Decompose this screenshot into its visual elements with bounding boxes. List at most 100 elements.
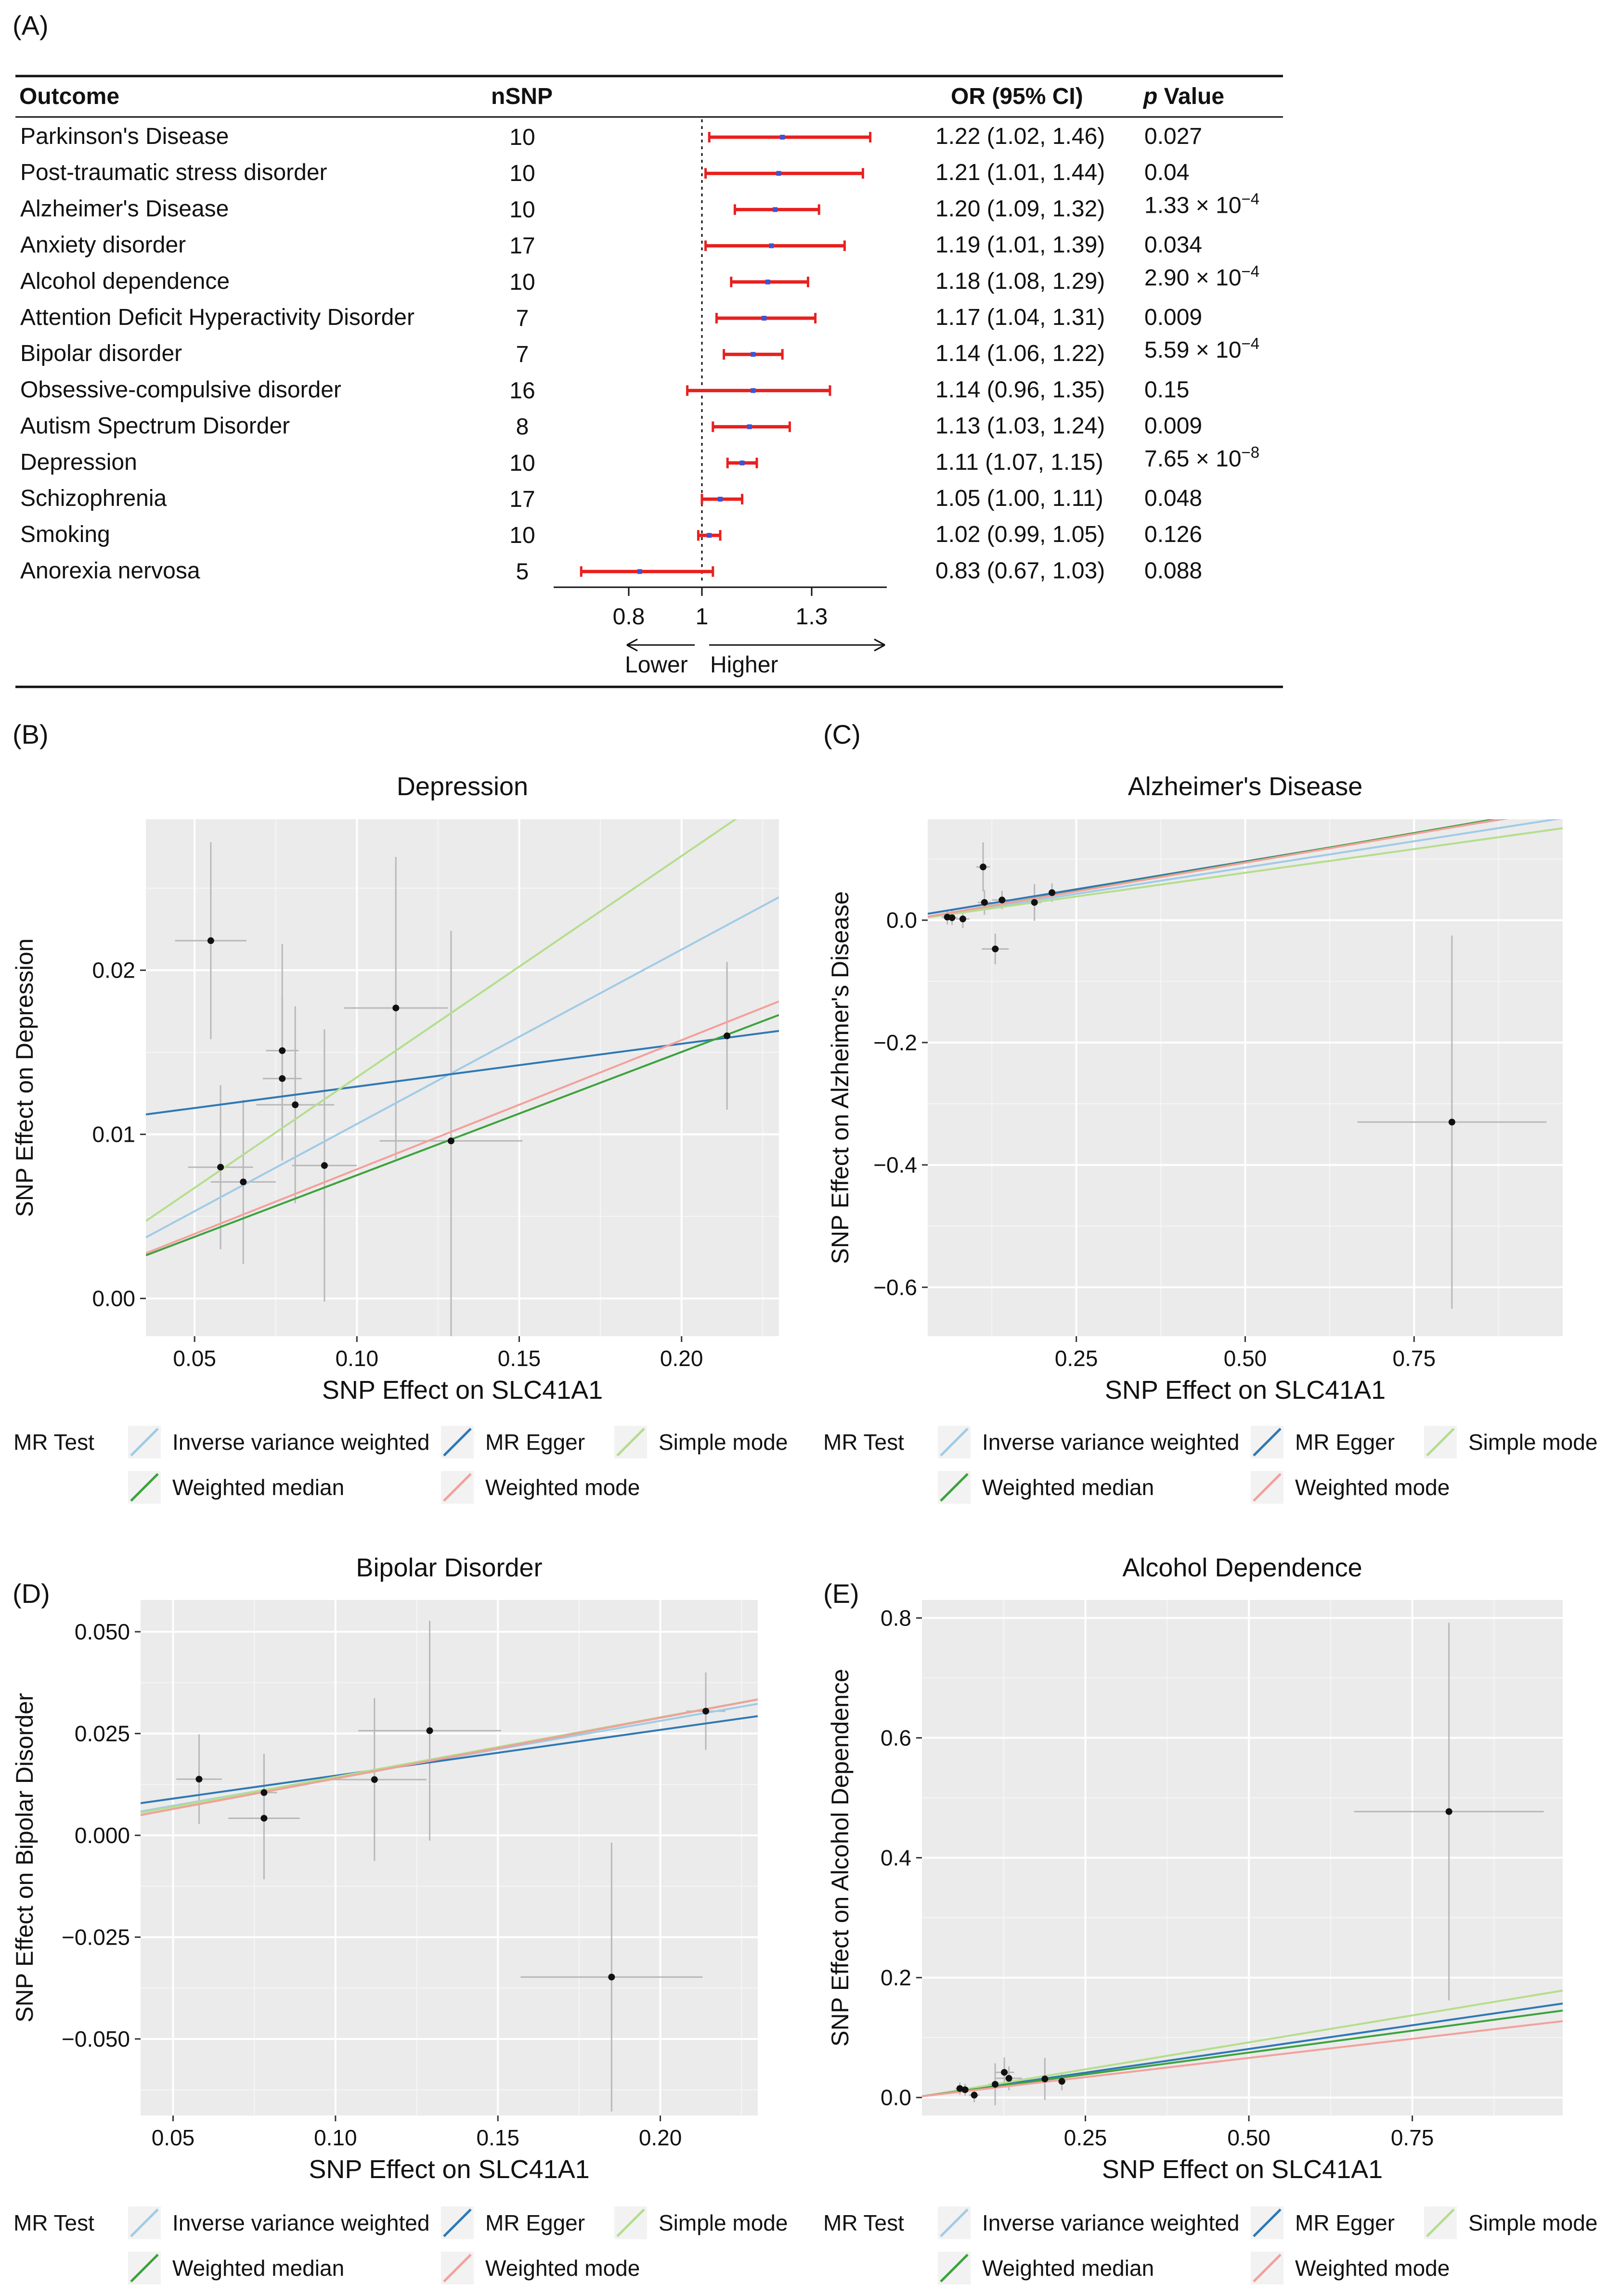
panel-label: (E) [823,1578,859,1609]
legend-label: Inverse variance weighted [172,2210,429,2235]
x-tick-label: 0.50 [1227,2125,1270,2150]
legend-title: MR Test [13,1430,94,1455]
data-point [279,1075,286,1082]
y-tick-label: 0.00 [92,1286,135,1311]
legend-label: MR Egger [485,2210,585,2235]
arrow-higher-head [874,638,885,652]
y-tick-label: 0.02 [92,958,135,983]
or-ci-value: 1.13 (1.03, 1.24) [935,413,1105,439]
x-tick-label: 0.75 [1393,1346,1436,1371]
data-point [207,937,214,944]
p-value: 0.009 [1144,305,1202,330]
nsnp-value: 10 [509,161,535,186]
data-point [948,914,956,921]
regression-line [922,1989,1563,2098]
regression-line [922,2009,1563,2098]
x-tick-label: 0.10 [314,2125,357,2150]
legend-key-line [1253,1428,1282,1457]
data-point [608,1974,615,1981]
p-value: 0.048 [1144,486,1202,511]
outcome-label: Bipolar disorder [20,341,182,366]
p-value-exponent: −8 [1242,443,1260,461]
or-point [747,424,752,429]
legend-label: Inverse variance weighted [172,1430,429,1455]
legend-label: Weighted mode [485,2256,640,2281]
legend-title: MR Test [13,2210,94,2235]
x-tick-label: 0.15 [498,1346,541,1371]
nsnp-value: 10 [509,125,535,150]
y-tick-label: −0.4 [873,1152,917,1177]
p-value-exponent: −4 [1242,335,1260,352]
y-tick-label: 0.000 [75,1823,130,1848]
or-point [707,533,712,538]
plot-contents [928,819,1563,1309]
panel-title: Alcohol Dependence [1122,1553,1362,1582]
y-axis-title: SNP Effect on Bipolar Disorder [11,1693,38,2023]
direction-higher-label: Higher [710,652,778,678]
or-ci-value: 0.83 (0.67, 1.03) [935,558,1105,583]
legend-key-line [130,2208,159,2237]
data-point [240,1178,247,1186]
data-point [956,2085,963,2092]
outcome-label: Parkinson's Disease [20,124,229,149]
data-point [1445,1808,1452,1815]
nsnp-value: 17 [509,233,535,259]
regression-line [146,819,738,1222]
data-point [321,1162,328,1169]
data-point [724,1032,731,1040]
plot-background [146,819,779,1336]
scatter-panel: (B) Depression 0.05 0.10 0.15 0.20 0.00 0.01 0.0… [11,719,788,1504]
panel-title: Depression [397,772,528,801]
regression-line [146,1030,779,1116]
x-tick-label: 0.25 [1064,2125,1107,2150]
or-point [739,460,745,465]
data-point [981,899,988,906]
legend: MR Test Inverse variance weighted MR Egger… [13,1426,788,1504]
forest-x-tick-label: 0.8 [613,604,645,630]
nsnp-value: 5 [516,559,529,584]
direction-lower-label: Lower [625,652,688,678]
y-tick-label: 0.0 [886,908,917,933]
data-point [279,1047,286,1054]
p-value-exponent: −4 [1242,262,1260,280]
legend-key-line [1253,1473,1282,1502]
data-point [1001,2069,1008,2076]
or-point [773,207,778,212]
legend-label: Simple mode [1468,1430,1597,1455]
legend-label: Weighted mode [485,1475,640,1500]
outcome-label: Autism Spectrum Disorder [20,413,290,439]
header-p-value: p Value [1142,84,1224,109]
x-tick-label: 0.20 [660,1346,703,1371]
or-point [637,569,642,574]
outcome-label: Attention Deficit Hyperactivity Disorder [20,305,415,330]
or-ci-value: 1.20 (1.09, 1.32) [935,196,1105,221]
regression-line [146,896,779,1238]
y-tick-label: 0.8 [881,1605,911,1630]
y-tick-label: 0.050 [75,1619,130,1644]
data-point [1058,2078,1065,2085]
x-tick-label: 0.05 [173,1346,216,1371]
legend-label: Weighted median [982,2256,1154,2281]
data-point [217,1163,224,1171]
y-tick-label: 0.0 [881,2085,911,2110]
p-value: 0.15 [1144,377,1189,402]
or-ci-value: 1.17 (1.04, 1.31) [935,305,1105,330]
legend-key-line [940,1428,969,1457]
x-axis-title: SNP Effect on SLC41A1 [322,1376,603,1405]
regression-line [922,2002,1563,2098]
legend-key-line [130,1473,159,1502]
x-axis-title: SNP Effect on SLC41A1 [309,2155,589,2184]
or-point [718,497,723,502]
plot-background [141,1600,758,2115]
nsnp-value: 7 [516,342,529,367]
data-point [371,1776,378,1783]
or-ci-value: 1.18 (1.08, 1.29) [935,269,1105,294]
x-tick-label: 0.10 [336,1346,379,1371]
legend-label: MR Egger [1295,2210,1395,2235]
scatter-panel: (E) Alcohol Dependence 0.25 0.50 0.75 0.0 0.2 0… [823,1553,1597,2284]
data-point [292,1101,299,1109]
or-point [765,279,770,284]
nsnp-value: 8 [516,414,529,440]
x-axis-title: SNP Effect on SLC41A1 [1105,1376,1386,1405]
